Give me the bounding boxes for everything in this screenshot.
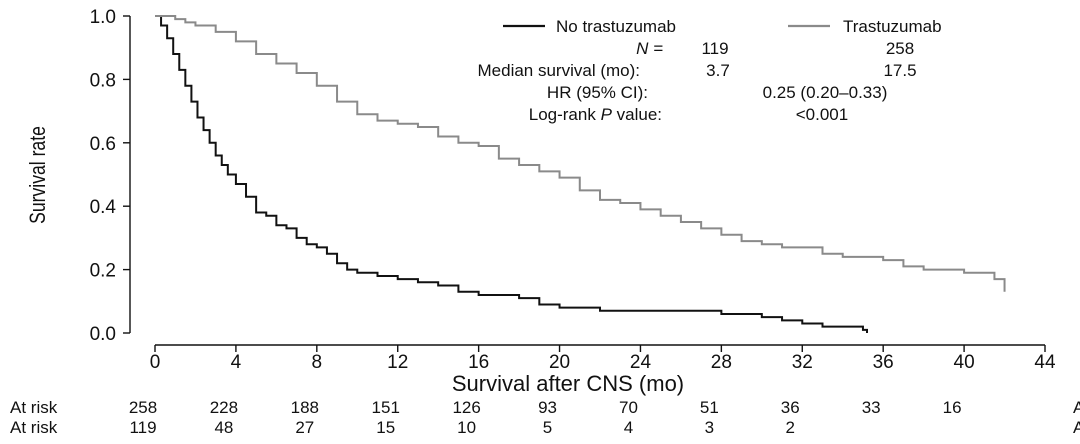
at-risk-value: 188 [291,398,319,417]
at-risk-row-label: At risk [10,418,58,437]
legend-hr-label: HR (95% CI): [547,83,648,102]
legend-median-label: Median survival (mo): [478,61,641,80]
y-tick-label: 0.0 [90,324,116,345]
x-tick-label: 44 [1034,352,1056,373]
legend: No trastuzumab Trastuzumab N = 119 258 M… [478,17,942,124]
y-tick-label: 0.6 [90,134,116,155]
x-tick-label: 12 [387,352,408,373]
x-tick-label: 4 [231,352,242,373]
at-risk-value: 15 [376,418,395,437]
y-tick-label: 0.2 [90,261,116,282]
x-tick-label: 36 [873,352,894,373]
survival-curves [155,15,1006,333]
legend-n-label: N = [636,39,663,58]
legend-p-label: Log-rank P value: [529,105,662,124]
x-tick-label: 32 [792,352,813,373]
series-line-trastuzumab [155,15,1006,292]
legend-n-no: 119 [701,39,728,58]
legend-label-trastuzumab: Trastuzumab [843,17,942,36]
y-axis-title: Survival rate [26,126,50,224]
legend-p-value: <0.001 [796,105,848,124]
x-tick-label: 8 [312,352,323,373]
x-tick-label: 24 [630,352,652,373]
legend-n-tz: 258 [886,39,914,58]
at-risk-value: 2 [786,418,795,437]
at-risk-value: 16 [943,398,962,417]
at-risk-value: 51 [700,398,719,417]
legend-p-label-post: value: [612,105,662,124]
x-tick-label: 28 [711,352,732,373]
x-axis-title: Survival after CNS (mo) [452,371,684,396]
x-tick-label: 20 [549,352,570,373]
at-risk-value: 151 [372,398,400,417]
series-line-no-trastuzumab [155,15,868,333]
at-risk-value: 119 [129,418,156,437]
x-tick-label: 0 [150,352,161,373]
legend-hr-value: 0.25 (0.20–0.33) [763,83,888,102]
legend-p-label-pre: Log-rank [529,105,601,124]
legend-label-no-trastuzumab: No trastuzumab [556,17,676,36]
y-tick-label: 1.0 [90,7,116,28]
at-risk-table: At risk 258 228 188 151 126 93 70 51 36 33 16 A At ri… [10,398,1080,437]
at-risk-value: 126 [452,398,480,417]
at-risk-value: 228 [210,398,238,417]
at-risk-value: 258 [129,398,157,417]
x-axis-ticks: 0 4 8 12 16 20 24 28 32 36 40 44 [150,345,1056,373]
y-tick-label: 0.8 [90,70,116,91]
at-risk-value: 10 [457,418,476,437]
at-risk-value: 5 [543,418,552,437]
at-risk-value: 48 [214,418,233,437]
at-risk-row-label: At risk [10,398,58,417]
y-axis-ticks: 0.0 0.2 0.4 0.6 0.8 1.0 [90,7,130,345]
y-tick-label: 0.4 [90,197,117,218]
at-risk-value: 3 [705,418,714,437]
at-risk-value: 27 [295,418,314,437]
at-risk-value: 93 [538,398,557,417]
at-risk-value: 70 [619,398,638,417]
x-tick-label: 40 [954,352,975,373]
at-risk-value: 36 [781,398,800,417]
legend-median-tz: 17.5 [883,61,916,80]
legend-median-no: 3.7 [706,61,730,80]
at-risk-trailing: A [1073,398,1080,417]
at-risk-value: 4 [624,418,633,437]
at-risk-trailing: A [1073,418,1080,437]
legend-p-label-italic: P [601,105,613,124]
at-risk-value: 33 [862,398,881,417]
x-tick-label: 16 [468,352,489,373]
